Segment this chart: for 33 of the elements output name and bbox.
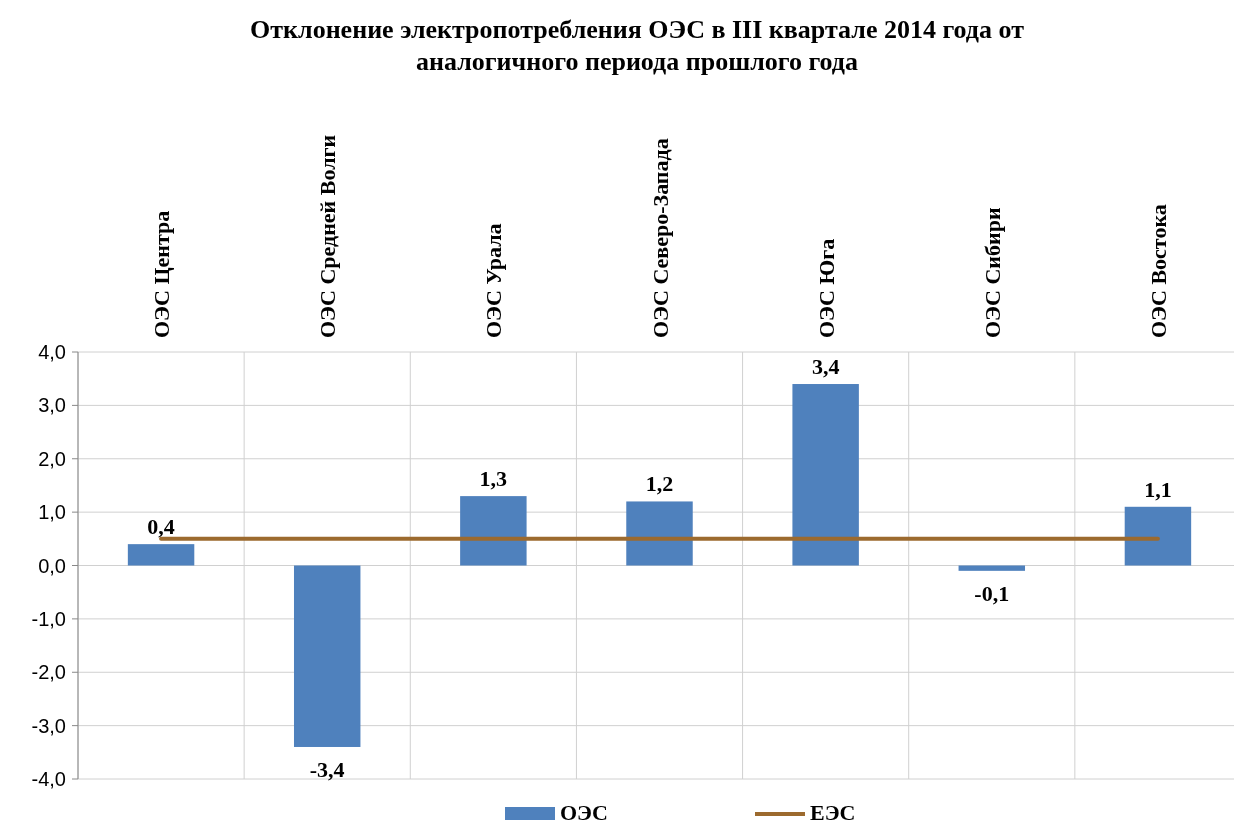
legend-label: ЕЭС — [810, 800, 856, 825]
y-tick-label: -4,0 — [31, 768, 66, 790]
data-label: 0,4 — [147, 514, 175, 540]
data-label: 1,3 — [479, 466, 508, 492]
data-label: 3,4 — [811, 354, 840, 380]
data-label: -3,4 — [309, 756, 345, 782]
data-label: 1,1 — [1144, 476, 1172, 502]
x-tick-label: ОЭС Центра — [149, 210, 175, 338]
bar — [1124, 506, 1192, 566]
y-tick-label: -1,0 — [31, 607, 66, 630]
x-tick-label: ОЭС Востока — [1145, 204, 1171, 338]
data-label: 1,2 — [645, 471, 674, 497]
bar — [626, 501, 693, 566]
bar — [127, 544, 195, 566]
bar — [958, 565, 1026, 571]
x-tick-label: ОЭС Юга — [813, 238, 839, 338]
y-tick-label: -2,0 — [31, 661, 66, 684]
bar — [460, 496, 527, 566]
x-tick-label: ОЭС Средней Волги — [315, 134, 341, 338]
legend-label: ОЭС — [560, 800, 608, 825]
x-tick-label: ОЭС Северо-Запада — [647, 138, 673, 338]
data-label: -0,1 — [974, 580, 1010, 606]
y-tick-label: 4,0 — [38, 341, 66, 363]
y-tick-label: 2,0 — [38, 447, 66, 470]
x-tick-label: ОЭС Сибири — [979, 207, 1005, 338]
bar — [792, 384, 859, 566]
x-tick-label: ОЭС Урала — [481, 223, 507, 338]
bar — [293, 565, 361, 747]
y-tick-label: -3,0 — [31, 714, 66, 737]
y-tick-label: 1,0 — [38, 501, 66, 524]
y-tick-label: 3,0 — [38, 394, 66, 417]
chart-title: Отклонение электропотребления ОЭС в III квартале 2014 года от аналогичного периода прошлого года — [250, 15, 1025, 76]
y-tick-label: 0,0 — [38, 554, 66, 577]
